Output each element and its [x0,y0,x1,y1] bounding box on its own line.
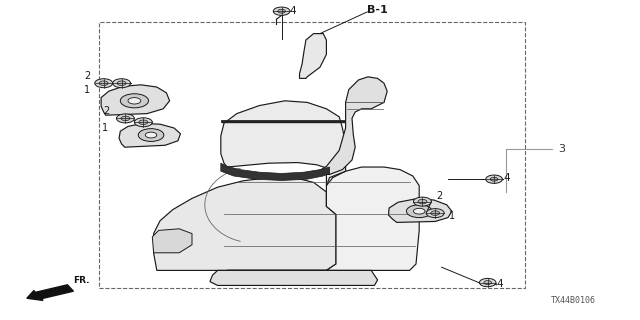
Circle shape [121,116,130,121]
Circle shape [99,81,108,85]
Circle shape [117,81,126,85]
Text: 4: 4 [497,279,503,289]
Circle shape [406,205,432,218]
Circle shape [431,211,440,215]
Circle shape [145,132,157,138]
Circle shape [139,120,148,124]
Text: 1: 1 [102,123,108,133]
Polygon shape [119,124,180,147]
FancyArrow shape [27,285,74,300]
Polygon shape [227,167,419,270]
Text: B-1: B-1 [367,4,388,15]
Circle shape [413,208,425,214]
Text: 1: 1 [83,84,90,95]
Text: 2: 2 [436,191,443,201]
Circle shape [490,177,498,181]
Circle shape [120,94,148,108]
Circle shape [138,129,164,141]
Text: 3: 3 [558,144,565,154]
Bar [99,22,525,288]
Circle shape [134,118,152,127]
Circle shape [278,9,285,13]
Polygon shape [210,270,378,285]
Circle shape [418,199,427,204]
Polygon shape [101,85,170,115]
Text: 4: 4 [290,6,296,16]
Circle shape [479,278,496,287]
Circle shape [273,7,290,15]
Circle shape [486,175,502,183]
Polygon shape [152,229,192,253]
Circle shape [426,209,444,218]
Circle shape [413,197,431,206]
Text: TX44B0106: TX44B0106 [550,296,595,305]
Text: 4: 4 [503,173,509,183]
Polygon shape [388,199,452,222]
Circle shape [484,281,492,284]
Polygon shape [300,34,326,78]
Text: 2: 2 [84,71,91,81]
Polygon shape [221,163,330,180]
Circle shape [116,114,134,123]
Polygon shape [314,77,387,174]
Circle shape [95,79,113,88]
Text: 1: 1 [449,211,456,221]
Text: FR.: FR. [74,276,90,285]
Circle shape [113,79,131,88]
Polygon shape [221,101,346,186]
Circle shape [128,98,141,104]
Polygon shape [154,178,336,270]
Text: 2: 2 [103,106,109,116]
